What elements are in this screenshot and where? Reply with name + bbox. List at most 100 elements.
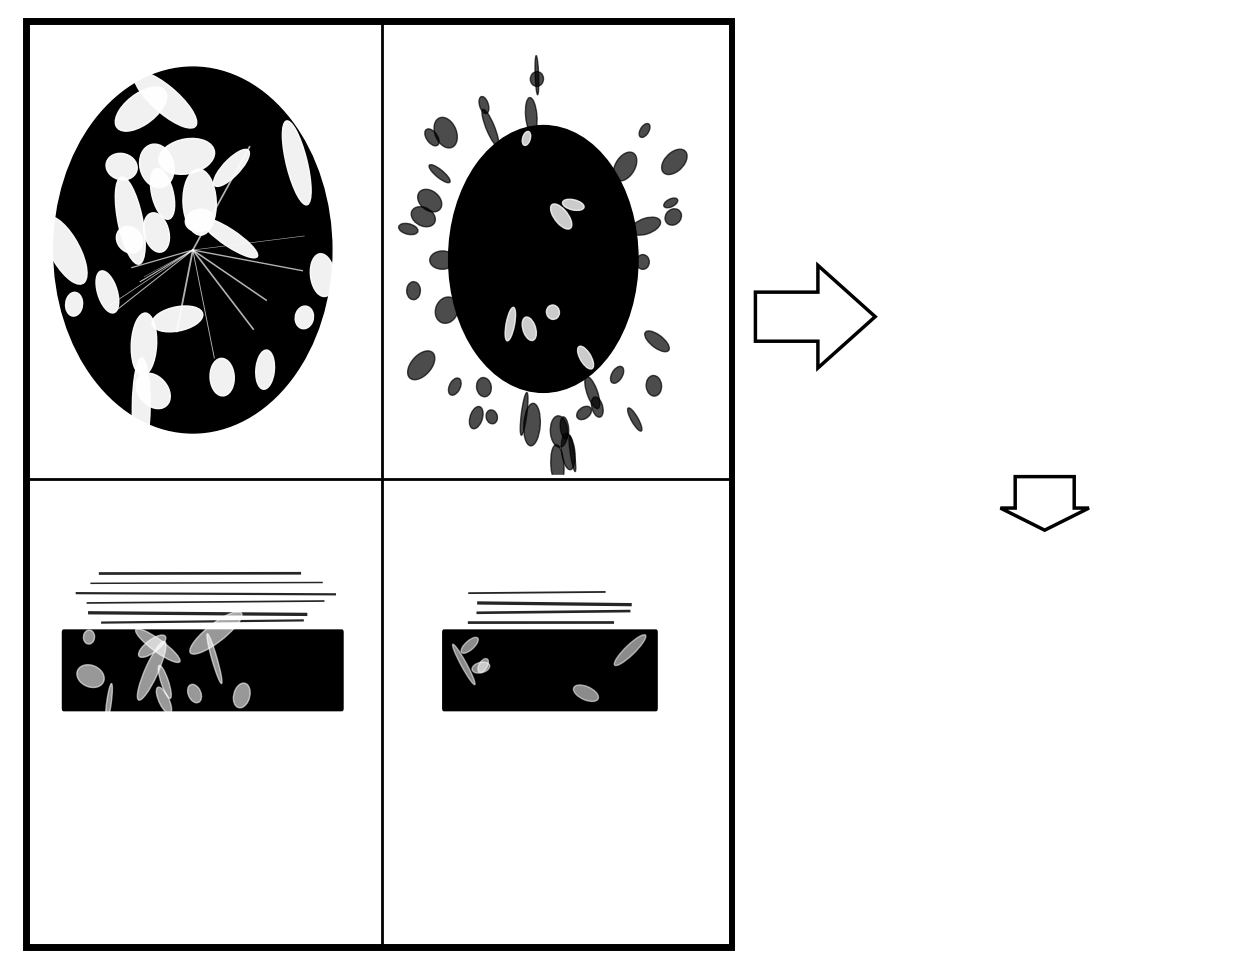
Ellipse shape: [1048, 212, 1071, 283]
Polygon shape: [1001, 477, 1089, 531]
Ellipse shape: [1004, 147, 1025, 164]
Circle shape: [237, 56, 243, 64]
FancyBboxPatch shape: [73, 702, 81, 782]
Ellipse shape: [562, 434, 575, 470]
Ellipse shape: [310, 255, 335, 297]
Ellipse shape: [523, 404, 541, 447]
Ellipse shape: [213, 150, 249, 187]
Ellipse shape: [970, 116, 978, 129]
Ellipse shape: [156, 687, 171, 714]
Ellipse shape: [150, 170, 175, 220]
Ellipse shape: [547, 305, 559, 320]
Circle shape: [77, 113, 82, 120]
Ellipse shape: [1167, 669, 1173, 720]
Ellipse shape: [965, 177, 991, 225]
Circle shape: [252, 430, 258, 438]
Ellipse shape: [952, 356, 982, 372]
Ellipse shape: [1157, 122, 1190, 136]
FancyBboxPatch shape: [221, 702, 228, 753]
Ellipse shape: [470, 407, 484, 429]
Ellipse shape: [526, 99, 537, 135]
Ellipse shape: [563, 200, 584, 211]
Circle shape: [114, 421, 119, 428]
FancyBboxPatch shape: [440, 570, 660, 647]
Ellipse shape: [1043, 255, 1073, 313]
Circle shape: [304, 382, 309, 389]
Ellipse shape: [453, 644, 475, 685]
Circle shape: [67, 365, 72, 372]
Ellipse shape: [569, 436, 575, 472]
Ellipse shape: [988, 185, 1011, 201]
Ellipse shape: [1060, 251, 1068, 269]
Ellipse shape: [139, 636, 166, 658]
Ellipse shape: [627, 409, 642, 431]
Ellipse shape: [418, 190, 441, 213]
FancyBboxPatch shape: [485, 702, 494, 746]
Ellipse shape: [1083, 359, 1091, 370]
Ellipse shape: [1090, 355, 1102, 369]
Ellipse shape: [295, 307, 314, 329]
Circle shape: [335, 185, 340, 193]
Ellipse shape: [662, 150, 687, 175]
Ellipse shape: [115, 177, 145, 265]
Ellipse shape: [993, 848, 1007, 871]
Circle shape: [342, 247, 347, 254]
Ellipse shape: [407, 282, 420, 300]
Ellipse shape: [636, 255, 650, 270]
Ellipse shape: [1040, 743, 1047, 749]
Ellipse shape: [107, 154, 138, 181]
Ellipse shape: [449, 379, 461, 395]
Ellipse shape: [42, 217, 87, 285]
Ellipse shape: [441, 692, 461, 740]
Ellipse shape: [522, 132, 531, 146]
Ellipse shape: [1018, 795, 1027, 817]
Ellipse shape: [1050, 59, 1060, 97]
Ellipse shape: [1102, 247, 1133, 262]
Ellipse shape: [663, 199, 678, 208]
Ellipse shape: [1085, 825, 1104, 853]
FancyBboxPatch shape: [161, 702, 170, 766]
Ellipse shape: [472, 663, 490, 673]
Ellipse shape: [144, 213, 170, 253]
Ellipse shape: [944, 191, 965, 203]
Ellipse shape: [283, 122, 311, 205]
Ellipse shape: [1112, 148, 1121, 175]
Ellipse shape: [1107, 219, 1131, 241]
Ellipse shape: [1023, 218, 1033, 235]
Ellipse shape: [947, 400, 957, 410]
Ellipse shape: [1070, 158, 1101, 202]
Ellipse shape: [435, 297, 458, 324]
Ellipse shape: [946, 234, 982, 250]
Ellipse shape: [665, 209, 682, 226]
Ellipse shape: [476, 378, 491, 397]
Ellipse shape: [233, 683, 250, 708]
Circle shape: [128, 430, 134, 438]
FancyBboxPatch shape: [304, 702, 311, 784]
FancyBboxPatch shape: [135, 702, 144, 757]
Ellipse shape: [1071, 210, 1089, 264]
Ellipse shape: [434, 118, 458, 149]
Ellipse shape: [965, 286, 988, 297]
FancyBboxPatch shape: [72, 702, 83, 764]
Ellipse shape: [117, 227, 143, 254]
Ellipse shape: [631, 218, 661, 235]
Circle shape: [175, 47, 180, 55]
Ellipse shape: [551, 204, 572, 230]
Circle shape: [206, 447, 211, 453]
Ellipse shape: [449, 126, 639, 393]
Ellipse shape: [645, 331, 670, 353]
Ellipse shape: [153, 306, 203, 332]
Ellipse shape: [479, 98, 489, 114]
Circle shape: [67, 129, 72, 137]
Circle shape: [342, 268, 347, 275]
Ellipse shape: [398, 224, 418, 235]
Ellipse shape: [560, 418, 569, 440]
Circle shape: [222, 444, 227, 451]
Ellipse shape: [134, 73, 197, 129]
Ellipse shape: [936, 157, 955, 169]
Ellipse shape: [1097, 585, 1115, 602]
FancyBboxPatch shape: [456, 702, 464, 750]
Ellipse shape: [187, 685, 201, 703]
Circle shape: [159, 51, 164, 58]
Ellipse shape: [412, 207, 435, 228]
